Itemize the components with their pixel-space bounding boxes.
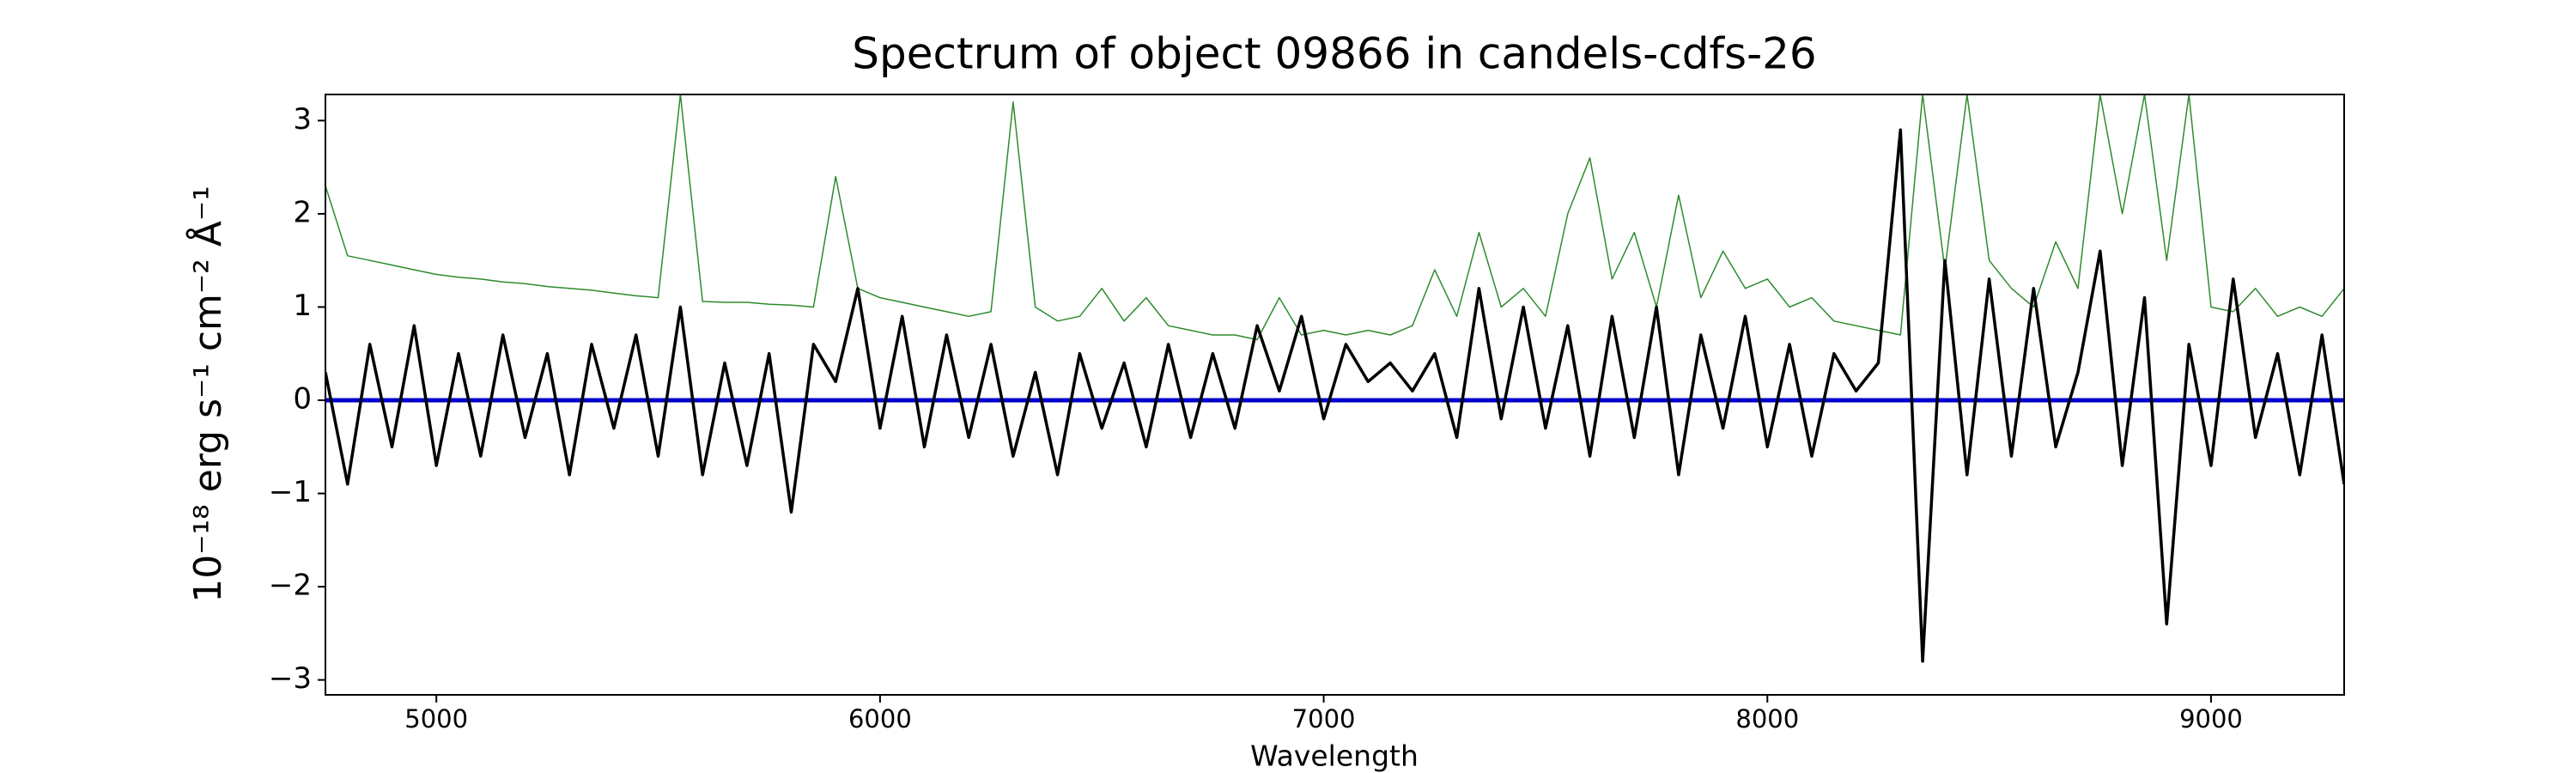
x-tick-label: 6000 [848,704,912,733]
plot-frame [325,94,2345,696]
y-tick-label: −3 [269,661,312,696]
y-tick-label: 3 [293,102,312,137]
chart-title: Spectrum of object 09866 in candels-cdfs… [852,29,1817,79]
y-axis-label: 10⁻¹⁸ erg s⁻¹ cm⁻² Å⁻¹ [185,186,230,602]
y-tick-label: 2 [293,195,312,229]
y-tick-label: 1 [293,289,312,323]
plot-area [325,94,2344,663]
x-tick-label: 5000 [404,704,468,733]
spectrum-line [325,94,2344,341]
x-tick-label: 8000 [1735,704,1799,733]
spectrum-line [325,128,2344,663]
y-tick-label: 0 [293,382,312,417]
x-axis-label: Wavelength [1250,740,1419,773]
y-tick-label: −2 [269,569,312,603]
x-tick-label: 9000 [2179,704,2243,733]
x-tick-label: 7000 [1292,704,1356,733]
y-tick-label: −1 [269,475,312,509]
